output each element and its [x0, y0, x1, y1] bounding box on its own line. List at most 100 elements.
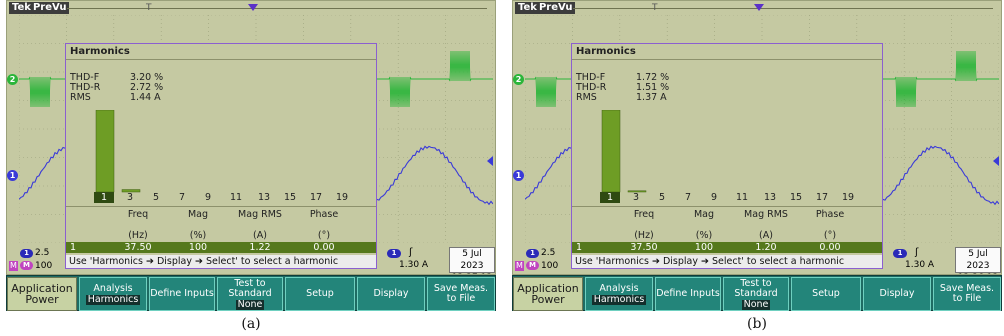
row-phase: 0.00	[313, 242, 335, 253]
scope-panel-b: Tek PreVu T 2 1 Harmonics THD-F 1.72 % THD-…	[512, 0, 1002, 336]
harmonic-order-label: 9	[204, 192, 212, 203]
harmonic-bar[interactable]	[627, 190, 647, 193]
menu-button-label: Define Inputs	[656, 288, 720, 299]
bottom-menu: Application Power Analysis Harmonics Def…	[6, 275, 496, 311]
menu-button-sub: Harmonics	[591, 293, 647, 305]
channel-1-badge[interactable]: 1	[526, 249, 539, 258]
menu-button-6[interactable]: Save Meas. to File	[427, 277, 495, 311]
top-bar: Tek PreVu T	[513, 1, 1001, 15]
table-row[interactable]: 1 37.50 100 1.22 0.00	[66, 242, 376, 253]
math-badge[interactable]: M	[20, 261, 33, 270]
harmonic-bar[interactable]	[121, 189, 141, 193]
column-header: Freq	[633, 209, 655, 220]
harmonic-order-label: 19	[841, 192, 855, 203]
harmonic-order-label: 9	[710, 192, 718, 203]
stat-label: THD-F	[70, 72, 100, 83]
date: 5 Jul 2023	[460, 249, 484, 271]
column-header: Mag RMS	[744, 209, 788, 220]
menu-button-5[interactable]: Display	[357, 277, 425, 311]
menu-button-sub: Harmonics	[85, 293, 141, 305]
harmonic-order-label[interactable]: 1	[94, 192, 114, 203]
mode-label: PreVu	[32, 2, 67, 13]
trigger-position-icon: T	[146, 3, 152, 13]
row-freq: 37.50	[124, 242, 152, 253]
date-time: 5 Jul 2023 12:27:12	[449, 247, 495, 274]
menu-button-label: Display	[373, 288, 409, 299]
harmonics-window: Harmonics THD-F 3.20 % THD-R 2.72 % RMS 1.44 …	[65, 43, 377, 269]
menu-button-3[interactable]: Test to Standard None	[217, 277, 283, 311]
bottom-menu: Application Power Analysis Harmonics Def…	[512, 275, 1002, 311]
math-badge[interactable]: M	[526, 261, 539, 270]
column-unit: (%)	[189, 230, 207, 241]
channel-1-scale: 2.5	[35, 248, 50, 258]
harmonic-order-label: 7	[684, 192, 692, 203]
trigger-readout[interactable]: 1 ʃ 1.30 A	[385, 247, 447, 273]
math-tag: M	[9, 261, 18, 271]
harmonics-window: Harmonics THD-F 1.72 % THD-R 1.51 % RMS 1.37 …	[571, 43, 883, 269]
menu-button-4[interactable]: Setup	[285, 277, 355, 311]
channel-1-badge[interactable]: 1	[20, 249, 33, 258]
trigger-readout[interactable]: 1 ʃ 1.30 A	[891, 247, 953, 273]
harmonic-order-label: 11	[229, 192, 243, 203]
table-row[interactable]: 1 37.50 100 1.20 0.00	[572, 242, 882, 253]
stat-label: THD-F	[576, 72, 606, 83]
menu-button-1[interactable]: Analysis Harmonics	[585, 277, 653, 311]
stat-row: THD-F 1.72 %	[576, 73, 669, 83]
harmonic-order-label: 13	[257, 192, 271, 203]
harmonic-order-label: 17	[815, 192, 829, 203]
menu-button-3[interactable]: Test to Standard None	[723, 277, 789, 311]
harmonic-order-label: 17	[309, 192, 323, 203]
menu-button-label: Application Power	[517, 282, 579, 306]
stat-row: RMS 1.37 A	[576, 93, 669, 103]
menu-button-5[interactable]: Display	[863, 277, 931, 311]
divider	[66, 59, 376, 60]
harmonic-order-label: 15	[283, 192, 297, 203]
stat-row: THD-R 1.51 %	[576, 83, 669, 93]
stat-value: 1.72 %	[636, 72, 670, 83]
harmonic-order-axis: 1 3 5 7 9 11 13 15 17 19	[600, 192, 860, 204]
menu-button-0[interactable]: Application Power	[7, 277, 77, 311]
menu-button-4[interactable]: Setup	[791, 277, 861, 311]
harmonic-bar-chart	[601, 110, 647, 193]
harmonic-order-label: 11	[735, 192, 749, 203]
divider	[572, 59, 882, 60]
menu-button-label: Setup	[812, 288, 840, 299]
date: 5 Jul 2023	[966, 249, 990, 271]
column-header: Phase	[309, 209, 339, 220]
column-header: Mag	[693, 209, 715, 220]
channel-1-scale: 2.5	[541, 248, 556, 258]
harmonics-title: Harmonics	[576, 46, 636, 57]
figure-caption: (a)	[241, 316, 261, 332]
menu-button-6[interactable]: Save Meas. to File	[933, 277, 1001, 311]
brand-logo: Tek PreVu	[9, 2, 70, 14]
divider	[572, 206, 882, 207]
figure-caption: (b)	[747, 316, 767, 332]
row-mag: 100	[694, 242, 714, 253]
harmonic-order-label: 5	[658, 192, 666, 203]
time: 12:27:12	[450, 272, 494, 274]
scope-screen: Tek PreVu T 2 1 Harmonics THD-F 3.20 % THD-…	[6, 0, 496, 275]
channel-2-marker-icon: 2	[7, 74, 18, 85]
menu-button-0[interactable]: Application Power	[513, 277, 583, 311]
menu-button-sub: None	[741, 298, 771, 310]
trigger-level-icon	[487, 156, 493, 166]
record-bar	[573, 8, 993, 9]
harmonic-order-label: 13	[763, 192, 777, 203]
math-scale: 100	[35, 261, 53, 271]
stat-value: 1.51 %	[636, 82, 670, 93]
menu-button-2[interactable]: Define Inputs	[655, 277, 721, 311]
hint-text: Use 'Harmonics ➔ Display ➔ Select' to se…	[572, 255, 882, 268]
column-unit: (A)	[759, 230, 773, 241]
stat-row: THD-F 3.20 %	[70, 73, 163, 83]
menu-button-label: Display	[879, 288, 915, 299]
column-unit: (A)	[253, 230, 267, 241]
column-header: Phase	[815, 209, 845, 220]
row-mag: 100	[188, 242, 208, 253]
harmonic-bar[interactable]	[95, 110, 115, 193]
harmonic-bar[interactable]	[601, 110, 621, 193]
menu-button-2[interactable]: Define Inputs	[149, 277, 215, 311]
stat-row: THD-R 2.72 %	[70, 83, 163, 93]
menu-button-1[interactable]: Analysis Harmonics	[79, 277, 147, 311]
harmonic-order-label[interactable]: 1	[600, 192, 620, 203]
trigger-level-value: 1.30 A	[399, 260, 429, 270]
